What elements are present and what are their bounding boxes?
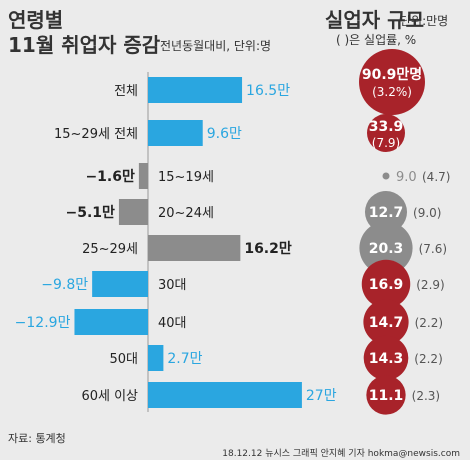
rate-value: (7.6)	[419, 242, 447, 256]
credit-line: 18.12.12 뉴시스 그래픽 안지혜 기자 hokma@newsis.com	[222, 449, 460, 459]
unemployed-note: ( )은 실업률, %	[336, 33, 417, 47]
rate-value: (2.9)	[416, 278, 444, 292]
unemployed-value: 11.1	[369, 388, 404, 404]
value-label: −12.9만	[15, 315, 71, 331]
bar-5	[92, 271, 148, 297]
category-label: 50대	[109, 352, 138, 367]
category-label: 40대	[158, 316, 187, 331]
chart-title-line1: 연령별	[8, 8, 64, 32]
bar-1	[148, 120, 203, 146]
unemployed-title: 실업자 규모	[325, 8, 424, 32]
unemployed-circle-8	[366, 375, 406, 415]
rate-value: (4.7)	[422, 170, 450, 184]
unemployed-value: 9.0	[396, 170, 417, 185]
value-label: −5.1만	[66, 205, 116, 221]
unemployed-circle-5	[361, 259, 411, 309]
source-note: 자료: 통계청	[8, 432, 66, 445]
rate-value: (2.3)	[412, 389, 440, 403]
bar-8	[148, 382, 302, 408]
chart-title-line2: 11월 취업자 증감	[8, 33, 161, 57]
category-label: 15~19세	[158, 170, 214, 185]
unemployed-circle-7	[363, 335, 409, 381]
bar-3	[118, 199, 148, 225]
unemployed-value: 16.9	[369, 277, 404, 293]
rate-value: (2.2)	[414, 352, 442, 366]
rate-value: (2.2)	[415, 316, 443, 330]
value-label: 2.7만	[167, 351, 202, 367]
unemployed-value: 90.9만명	[362, 66, 422, 83]
unemployed-value: 14.3	[369, 351, 404, 367]
value-label: −9.8만	[41, 277, 88, 293]
unemployed-circle-3	[364, 190, 408, 234]
value-label: 9.6만	[207, 126, 242, 142]
category-label: 25~29세	[82, 242, 138, 257]
bar-0	[148, 77, 243, 103]
unemployed-circle-4	[359, 221, 413, 275]
bar-4	[148, 235, 241, 261]
unemployed-value: 20.3	[369, 241, 404, 257]
category-label: 60세 이상	[81, 389, 138, 404]
bar-7	[148, 345, 164, 371]
value-label: −1.6만	[85, 169, 135, 185]
bar-2	[138, 163, 148, 189]
unemployed-value: 33.9	[369, 119, 404, 135]
value-label: 16.5만	[246, 83, 290, 99]
rate-value: (7.9)	[372, 136, 400, 150]
category-label: 15~29세 전체	[54, 127, 138, 142]
unemployed-value: 14.7	[369, 315, 404, 331]
unemployed-value: 12.7	[369, 205, 404, 221]
unemployed-unit: 단위:만명	[400, 14, 449, 28]
category-label: 20~24세	[158, 206, 214, 221]
unemployed-circle-6	[363, 299, 409, 345]
rate-value: (3.2%)	[372, 85, 412, 99]
rate-value: (9.0)	[413, 206, 441, 220]
bar-6	[74, 309, 148, 335]
unemployed-circle-0	[359, 49, 425, 115]
chart-subtitle: 전년동월대비, 단위:명	[160, 39, 272, 53]
unemployed-circle-1	[367, 114, 405, 152]
unemployed-circle-2	[382, 172, 390, 180]
value-label: 16.2만	[244, 241, 292, 257]
category-label: 전체	[114, 84, 138, 99]
category-label: 30대	[158, 278, 187, 293]
value-label: 27만	[306, 388, 337, 404]
